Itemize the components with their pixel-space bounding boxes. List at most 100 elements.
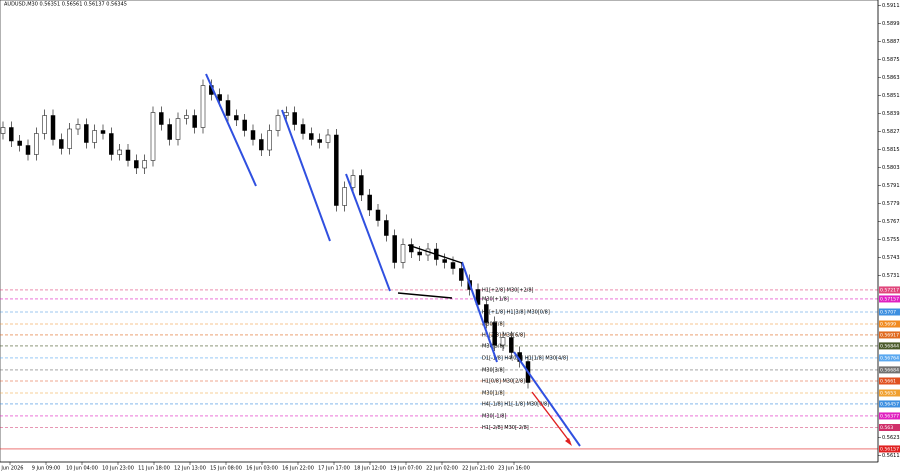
price-tag [879, 308, 900, 316]
y-tick-label: 0.58275 [882, 129, 900, 135]
candle-body [275, 115, 281, 131]
y-tick-label: 0.58995 [882, 21, 900, 27]
y-tick-label: 0.58635 [882, 75, 900, 81]
candle-body [450, 262, 456, 269]
candle-body [284, 112, 289, 116]
price-tag-label: 0.56764 [880, 355, 899, 361]
price-tag [879, 354, 900, 362]
level-label: H1[-2/8] M30[-2/8] [482, 425, 529, 431]
candle-body [409, 244, 414, 253]
x-tick-label: 19 Jun 07:00 [390, 466, 422, 472]
price-tag-label: 0.57157 [880, 296, 899, 302]
x-tick-label: 9 Jun 09:00 [32, 466, 61, 472]
x-tick-label: 22 Jun 02:00 [426, 466, 458, 472]
candle-body [250, 130, 256, 140]
trend-line [205, 73, 257, 187]
candle-body [67, 128, 72, 149]
candle-body [100, 130, 106, 134]
candle-body [500, 337, 506, 346]
candle-body [175, 118, 181, 140]
level-label: M30[3/8] [482, 367, 505, 373]
candle-body [342, 187, 347, 206]
candle-body [317, 139, 322, 143]
price-tag-label: 0.56844 [880, 343, 899, 349]
chart-title: AUDUSD,M30 0.56351 0.56561 0.56137 0.563… [4, 2, 127, 8]
candle-body [242, 119, 247, 131]
arrow-head [565, 438, 572, 446]
x-tick-label: 22 Jun 21:00 [462, 466, 494, 472]
x-tick-label: 16 Jun 03:00 [246, 466, 278, 472]
price-tag-label: 0.57217 [880, 287, 899, 293]
candle-body [9, 127, 14, 142]
candle-body [459, 268, 464, 281]
candle-body [184, 115, 189, 119]
candle-body [59, 139, 64, 149]
trend-line [513, 351, 581, 447]
level-label: H4[-1/8] H1[-1/8] M30[0/8] [482, 401, 549, 407]
price-tag-label: 0.56684 [880, 367, 899, 373]
candle-body [167, 124, 172, 140]
candle-body [334, 134, 339, 206]
y-tick-label: 0.58875 [882, 39, 900, 45]
y-tick-label: 0.57315 [882, 273, 900, 279]
price-tag [879, 445, 900, 453]
candle-body [484, 304, 489, 323]
x-tick-label: 12 Jun 13:00 [174, 466, 206, 472]
candle-body [492, 322, 497, 346]
triangle-line [407, 244, 463, 264]
x-tick-label: 10 Jun 04:00 [66, 466, 98, 472]
candle-body [417, 251, 422, 256]
y-tick-label: 0.58395 [882, 111, 900, 117]
candle-body [150, 112, 156, 161]
candle-body [84, 124, 89, 143]
level-label: D1[-1/8] H4[0/8] H1[1/8] M30[4/8] [482, 355, 568, 361]
price-tag [879, 295, 900, 303]
price-tag-label: 0.56157 [880, 446, 899, 452]
level-label: H1[0/8] M30[2/8] [482, 379, 525, 385]
price-tag-label: 0.563 [880, 425, 893, 431]
level-label: H1[+2/8] M30[+2/8] [482, 287, 534, 293]
candle-body [25, 145, 31, 155]
candle-body [392, 235, 397, 263]
price-tag [879, 286, 900, 294]
candle-body [117, 149, 122, 155]
candle-body [267, 130, 272, 151]
price-tag [879, 320, 900, 328]
candle-body [400, 244, 406, 263]
candle-body [300, 124, 306, 134]
price-tag-label: 0.5653 [880, 391, 896, 397]
candle-body [142, 160, 147, 169]
candle-body [509, 337, 514, 353]
price-tag-label: 0.56457 [880, 401, 899, 407]
candle-body [350, 175, 356, 188]
x-tick-label: 23 Jun 16:00 [498, 466, 530, 472]
candle-body [42, 115, 47, 134]
y-tick-label: 0.57915 [882, 183, 900, 189]
y-tick-label: 0.57555 [882, 237, 900, 243]
y-tick-label: 0.58755 [882, 57, 900, 63]
y-tick-label: 0.56115 [882, 453, 900, 459]
candle-body [34, 133, 39, 155]
candle-body [134, 160, 139, 169]
trend-line [345, 173, 391, 292]
price-tag-label: 0.5661 [880, 379, 896, 385]
y-tick-label: 0.58155 [882, 147, 900, 153]
x-tick-label: 17 Jun 17:00 [318, 466, 350, 472]
candle-body [234, 115, 239, 121]
candle-body [225, 100, 231, 116]
triangle-line [397, 292, 453, 299]
x-tick-label: 10 Jun 23:00 [102, 466, 134, 472]
y-tick-label: 0.57675 [882, 219, 900, 225]
x-tick-label: 11 Jun 18:00 [138, 466, 170, 472]
x-tick-label: 16 Jun 22:00 [282, 466, 314, 472]
candle-body [0, 127, 6, 134]
y-tick-label: 0.58515 [882, 93, 900, 99]
level-label: M30[+1/8] [482, 296, 509, 302]
level-label: M30[-1/8] [482, 413, 506, 419]
candle-body [309, 133, 314, 140]
x-tick-label: 15 Jun 08:00 [210, 466, 242, 472]
price-tag [879, 400, 900, 408]
candle-body [292, 112, 297, 125]
level-label: M30[1/8] [482, 391, 505, 397]
